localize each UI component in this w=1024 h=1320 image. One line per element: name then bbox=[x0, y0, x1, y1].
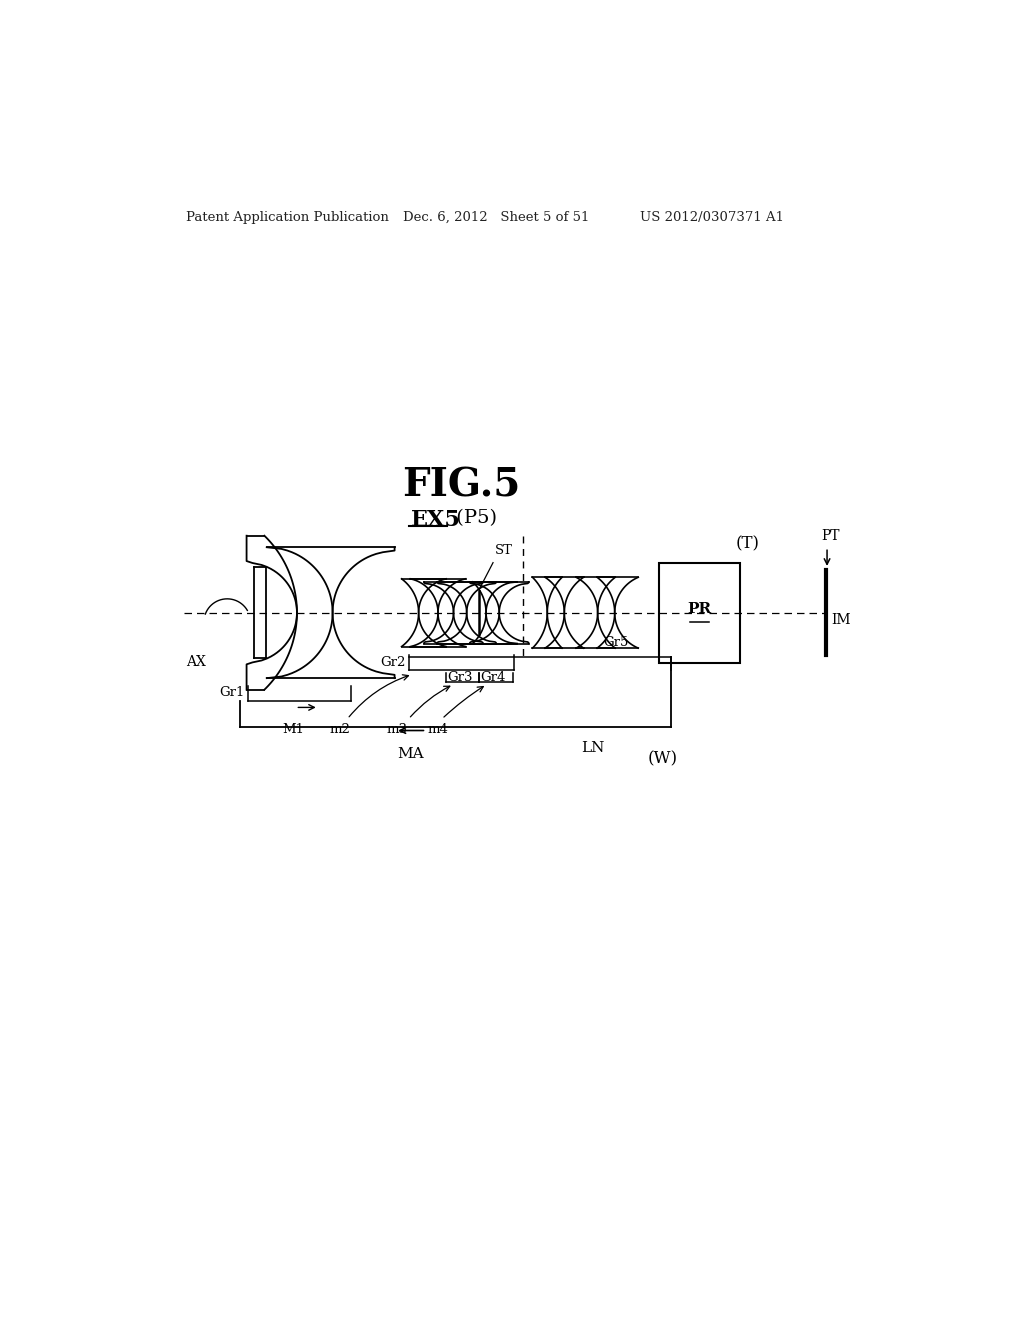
Text: Dec. 6, 2012   Sheet 5 of 51: Dec. 6, 2012 Sheet 5 of 51 bbox=[403, 211, 590, 224]
Text: M1: M1 bbox=[282, 723, 304, 735]
Text: EX5: EX5 bbox=[411, 508, 461, 531]
Text: m3: m3 bbox=[386, 723, 408, 735]
Text: (W): (W) bbox=[648, 751, 678, 767]
Text: LN: LN bbox=[582, 741, 605, 755]
Text: Gr2: Gr2 bbox=[380, 656, 406, 669]
Text: PR: PR bbox=[687, 602, 712, 616]
Text: m2: m2 bbox=[329, 723, 350, 735]
Text: MA: MA bbox=[397, 747, 424, 762]
Text: Gr3: Gr3 bbox=[447, 671, 473, 684]
Text: (P5): (P5) bbox=[450, 508, 497, 527]
Text: IM: IM bbox=[831, 614, 851, 627]
Text: US 2012/0307371 A1: US 2012/0307371 A1 bbox=[640, 211, 783, 224]
Text: m4: m4 bbox=[428, 723, 449, 735]
Text: ST: ST bbox=[495, 544, 512, 557]
Text: PT: PT bbox=[821, 529, 840, 544]
Text: (T): (T) bbox=[736, 535, 760, 552]
Text: FIG.5: FIG.5 bbox=[402, 466, 520, 504]
Text: AX: AX bbox=[186, 655, 206, 669]
Text: Gr1: Gr1 bbox=[219, 685, 245, 698]
Text: Gr4: Gr4 bbox=[480, 671, 506, 684]
Text: Gr5: Gr5 bbox=[603, 636, 629, 649]
Bar bbox=[658, 562, 740, 663]
Text: Patent Application Publication: Patent Application Publication bbox=[186, 211, 389, 224]
